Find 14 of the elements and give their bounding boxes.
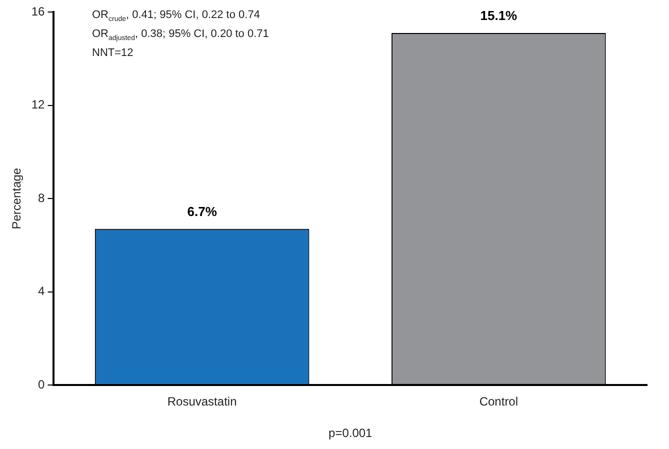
data-label: 15.1% (480, 8, 518, 24)
annotation: OR$_{adjusted}$, 0.38; 95% CI, 0.20 to 0.71 (92, 27, 269, 44)
data-label: 6.7% (187, 204, 218, 219)
y-tick-label: 12 (31, 98, 46, 112)
y-tick-label: 16 (31, 4, 46, 18)
y-axis-title: Percentage (10, 168, 24, 230)
y-tick-label: 4 (38, 284, 46, 298)
y-tick-label: 8 (38, 190, 46, 205)
annotation: NNT=12 (92, 46, 134, 62)
x-axis-title: p=0.001 (328, 426, 373, 440)
y-tick-label: 0 (38, 378, 46, 392)
x-tick-label: Control (479, 394, 518, 409)
x-tick-label: Rosuvastatin (167, 394, 237, 409)
annotation: OR$_{crude}$, 0.41; 95% CI, 0.22 to 0.74 (92, 8, 261, 26)
